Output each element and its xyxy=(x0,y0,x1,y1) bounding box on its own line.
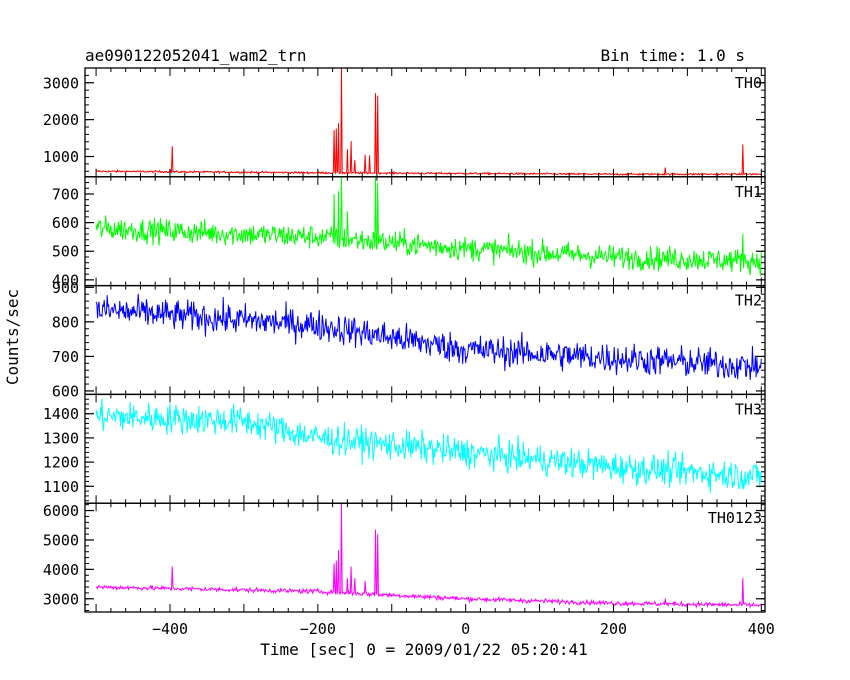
x-axis: −400 −200 0 200 400 xyxy=(152,620,775,638)
y-tick-label: 3000 xyxy=(43,590,79,608)
x-tick-label: −200 xyxy=(300,620,336,638)
y-tick-label: 6000 xyxy=(43,502,79,520)
bin-time-label: Bin time: 1.0 s xyxy=(601,46,746,65)
y-tick-label: 900 xyxy=(52,279,79,297)
x-tick-label: 400 xyxy=(748,620,775,638)
y-tick-label: 2000 xyxy=(43,111,79,129)
panel-label: TH0123 xyxy=(708,509,762,527)
panel-frame xyxy=(84,176,766,287)
series-line-th1 xyxy=(95,176,762,277)
x-tick-label: −400 xyxy=(152,620,188,638)
y-tick-label: 700 xyxy=(52,348,79,366)
y-tick-label: 1200 xyxy=(43,454,79,472)
y-tick-label: 400 xyxy=(52,271,79,289)
chart-title: ae090122052041_wam2_trn xyxy=(85,46,307,65)
y-tick-label: 5000 xyxy=(43,531,79,549)
y-tick-label: 800 xyxy=(52,313,79,331)
x-tick-label: 0 xyxy=(461,620,470,638)
x-tick-label: 200 xyxy=(600,620,627,638)
panel-th3: 1100 1200 1300 1400 TH3 xyxy=(43,393,766,504)
panel-th2: 600 700 800 900 TH2 xyxy=(52,279,766,400)
panel-label: TH2 xyxy=(735,292,762,310)
series-line-th0 xyxy=(95,68,762,177)
panel-label: TH0 xyxy=(735,74,762,92)
y-tick-label: 3000 xyxy=(43,74,79,92)
panel-th1: 400 500 600 700 TH1 xyxy=(52,176,766,289)
y-tick-label: 1000 xyxy=(43,148,79,166)
y-tick-label: 1300 xyxy=(43,429,79,447)
x-axis-label: Time [sec] 0 = 2009/01/22 05:20:41 xyxy=(260,640,588,659)
y-tick-label: 600 xyxy=(52,382,79,400)
panel-label: TH1 xyxy=(735,183,762,201)
y-tick-label: 4000 xyxy=(43,561,79,579)
panels-group: 1000 2000 3000 TH0 400 500 600 700 TH1 600 700 800 9… xyxy=(43,67,766,613)
y-axis-label: Counts/sec xyxy=(3,289,22,385)
panel-th0123: 3000 4000 5000 6000 TH0123 xyxy=(43,502,766,613)
panel-frame xyxy=(84,67,766,178)
y-tick-label: 500 xyxy=(52,243,79,261)
series-line-th0123 xyxy=(95,503,762,609)
y-tick-label: 600 xyxy=(52,214,79,232)
panel-label: TH3 xyxy=(735,400,762,418)
series-line-th2 xyxy=(95,293,762,381)
y-tick-label: 700 xyxy=(52,185,79,203)
series-line-th3 xyxy=(95,398,762,494)
y-tick-label: 1100 xyxy=(43,478,79,496)
y-tick-label: 1400 xyxy=(43,405,79,423)
panel-th0: 1000 2000 3000 TH0 xyxy=(43,67,766,178)
